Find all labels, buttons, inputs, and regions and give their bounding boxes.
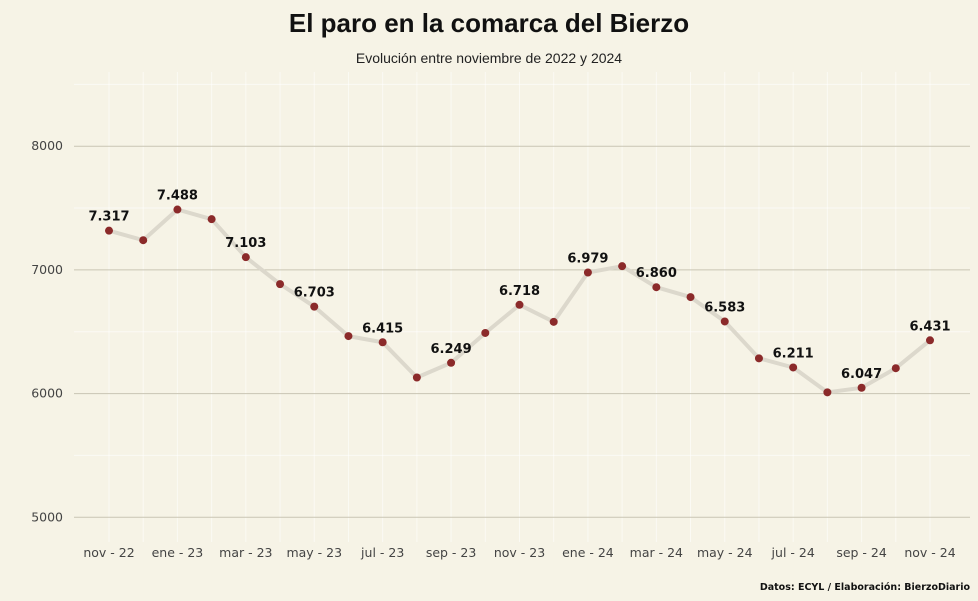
data-label: 6.583: [704, 300, 745, 315]
data-point: [823, 388, 832, 397]
data-point: [173, 205, 182, 214]
data-label: 6.047: [841, 367, 882, 382]
data-point: [481, 328, 490, 337]
x-tick-label: ene - 24: [562, 545, 614, 560]
data-point: [105, 226, 113, 235]
data-label-layer: 7.317 7.488 7.103 6.703 6.415 6.249 6.718 6.979…: [88, 189, 950, 382]
data-point: [276, 280, 285, 289]
data-label: 6.211: [773, 346, 814, 361]
data-point: [926, 336, 934, 345]
data-point: [344, 332, 353, 341]
x-tick-label: ene - 23: [152, 545, 204, 560]
data-point: [618, 262, 627, 271]
data-point: [652, 283, 661, 292]
chart-title: El paro en la comarca del Bierzo: [288, 8, 690, 38]
chart-subtitle: Evolución entre noviembre de 2022 y 2024: [355, 50, 623, 66]
data-point: [549, 317, 558, 326]
data-point-layer: [105, 205, 934, 397]
data-point: [378, 338, 387, 347]
x-tick-label: sep - 24: [836, 545, 887, 560]
y-tick-label: 7000: [31, 262, 63, 277]
data-label: 7.103: [225, 236, 266, 251]
data-point: [310, 302, 319, 311]
x-tick-label: nov - 24: [904, 545, 955, 560]
x-tick-label: mar - 23: [219, 545, 272, 560]
data-label: 6.979: [567, 251, 608, 266]
data-label: 7.488: [157, 189, 198, 204]
data-point: [515, 300, 524, 309]
y-tick-label: 5000: [31, 509, 63, 524]
data-label: 6.415: [362, 321, 403, 336]
y-tick-label: 6000: [31, 386, 63, 401]
x-tick-label: jul - 23: [360, 545, 404, 560]
data-label: 6.249: [431, 342, 472, 357]
data-label: 7.317: [88, 210, 129, 225]
x-tick-label: may - 24: [697, 545, 753, 560]
data-point: [857, 383, 866, 392]
axis-layer: 5000 6000 7000 8000 nov - 22 ene - 23 mar - 23…: [31, 138, 956, 560]
x-tick-label: sep - 23: [426, 545, 477, 560]
x-tick-label: nov - 23: [494, 545, 545, 560]
data-point: [686, 293, 695, 302]
data-point: [241, 253, 250, 262]
data-point: [583, 268, 592, 277]
x-tick-label: may - 23: [286, 545, 342, 560]
x-tick-label: mar - 24: [630, 545, 683, 560]
chart-caption: Datos: ECYL / Elaboración: BierzoDiario: [759, 582, 970, 593]
data-label: 6.431: [909, 319, 950, 334]
data-point: [447, 358, 456, 367]
x-tick-label: jul - 24: [771, 545, 815, 560]
data-label: 6.860: [636, 266, 677, 281]
data-point: [412, 373, 421, 382]
x-tick-label: nov - 22: [83, 545, 134, 560]
data-point: [720, 317, 729, 326]
data-point: [754, 354, 763, 363]
data-point: [207, 215, 216, 224]
data-point: [789, 363, 798, 372]
data-point: [139, 236, 148, 245]
y-tick-label: 8000: [31, 138, 63, 153]
data-label: 6.718: [499, 284, 540, 299]
data-label: 6.703: [294, 286, 335, 301]
data-point: [891, 364, 900, 373]
